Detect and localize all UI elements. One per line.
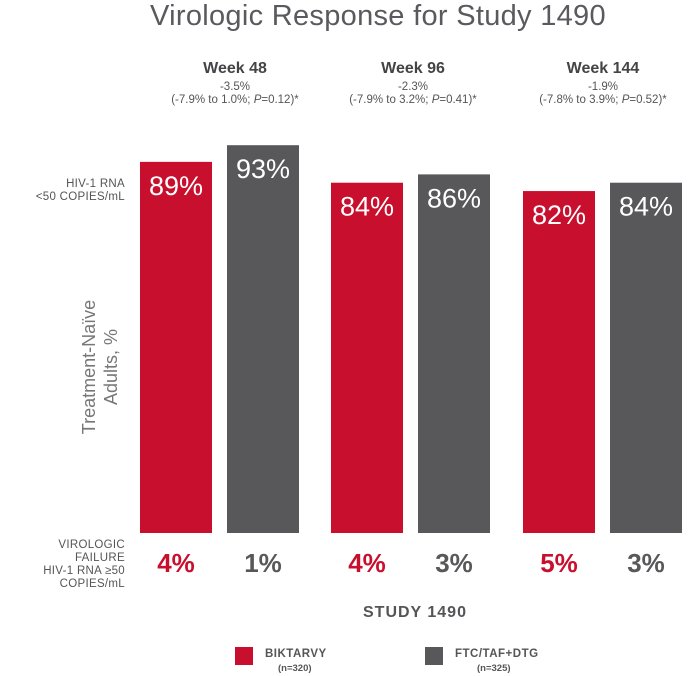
legend-sample-size: (n=320)	[278, 663, 312, 674]
x-axis-title: STUDY 1490	[363, 604, 467, 621]
week-header-96: Week 96 -2.3% (-7.9% to 3.2%; P=0.41)*	[313, 60, 513, 106]
week-label: Week 144	[566, 60, 640, 77]
legend-swatch	[425, 647, 443, 665]
virologic-failure-value: 3%	[627, 548, 665, 578]
treatment-difference: -3.5%	[219, 81, 251, 93]
legend-label: BIKTARVY	[265, 648, 327, 660]
bar-value-label: 89%	[149, 171, 203, 201]
treatment-difference: -1.9%	[587, 81, 619, 93]
virologic-failure-value: 1%	[244, 548, 282, 578]
week-label: Week 96	[381, 60, 445, 77]
bar-ftc-taf-dtg-week-48	[227, 145, 299, 533]
bar-value-label: 86%	[427, 183, 481, 213]
week-label: Week 48	[203, 60, 267, 77]
row-label-virologic-failure: VIROLOGIC FAILURE HIV-1 RNA ≥50 COPIES/mL	[43, 539, 125, 590]
bar-value-label: 93%	[236, 154, 290, 184]
confidence-interval: (-7.9% to 1.0%; P=0.12)*	[171, 94, 299, 106]
confidence-interval: (-7.8% to 3.9%; P=0.52)*	[539, 94, 667, 106]
bar-ftc-taf-dtg-week-144	[610, 182, 682, 533]
bar-biktarvy-week-48	[140, 161, 212, 533]
bar-biktarvy-week-96	[331, 182, 403, 533]
bar-ftc-taf-dtg-week-96	[418, 174, 490, 533]
virologic-failure-value: 4%	[348, 548, 386, 578]
bar-biktarvy-week-144	[523, 191, 595, 533]
bar-value-label: 84%	[340, 192, 394, 222]
y-axis-title: Treatment-Naïve Adults, %	[79, 299, 121, 435]
week-header-48: Week 48 -3.5% (-7.9% to 1.0%; P=0.12)*	[135, 60, 335, 106]
legend-label: FTC/TAF+DTG	[455, 648, 539, 660]
bar-value-label: 82%	[532, 200, 586, 230]
chart-title: Virologic Response for Study 1490	[150, 0, 606, 32]
treatment-difference: -2.3%	[397, 81, 429, 93]
legend-sample-size: (n=325)	[477, 663, 511, 674]
week-header-144: Week 144 -1.9% (-7.8% to 3.9%; P=0.52)*	[503, 60, 688, 106]
virologic-failure-value: 4%	[157, 548, 195, 578]
virologic-failure-value: 3%	[435, 548, 473, 578]
legend-swatch	[235, 647, 253, 665]
virologic-failure-value: 5%	[540, 548, 578, 578]
confidence-interval: (-7.9% to 3.2%; P=0.41)*	[349, 94, 477, 106]
bar-value-label: 84%	[619, 192, 673, 222]
row-label-rna-below-50: HIV-1 RNA <50 COPIES/mL	[35, 178, 125, 203]
